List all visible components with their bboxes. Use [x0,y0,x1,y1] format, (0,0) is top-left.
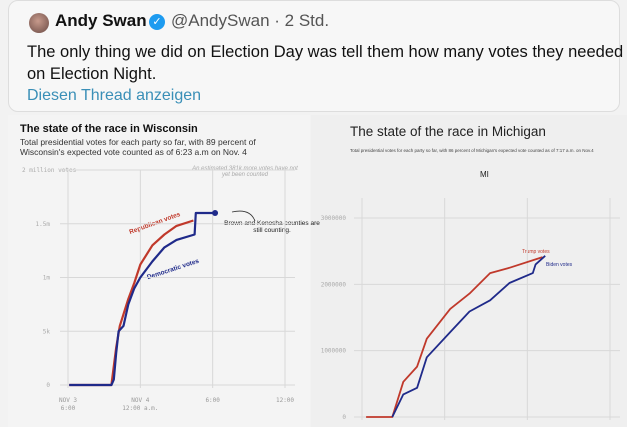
series-line-trump-votes [366,256,543,418]
y-tick-label: 1m [43,275,51,282]
michigan-subtitle: Total presidential votes for each party … [350,148,594,153]
wisconsin-subtitle: Total presidential votes for each party … [20,137,256,157]
trump-label: Trump votes [522,249,550,255]
y-tick-label: 3000000 [321,215,347,222]
y-tick-label: 1000000 [321,348,347,355]
democratic-endpoint-dot [212,210,219,216]
x-tick-label: 12:00 [276,397,294,404]
tweet-card: Andy Swan ✓ @AndySwan · 2 Std. The only … [8,0,623,112]
uncounted-annotation: An estimated 381k more votes have not ye… [192,166,298,178]
michigan-panel-label: MI [480,170,489,179]
author-name[interactable]: Andy Swan [55,11,147,30]
y-tick-label: 0 [46,382,50,389]
avatar[interactable] [29,13,49,33]
michigan-title: The state of the race in Michigan [350,124,546,139]
x-tick-label: 6:00 [205,397,220,404]
wisconsin-title: The state of the race in Wisconsin [20,123,198,135]
x-tick-label: 12:00 a.m. [122,405,158,412]
y-tick-label: 1.5m [36,221,51,228]
annotation-arrow [231,210,256,222]
x-tick-label: NOV 3 [59,397,77,404]
y-tick-label: 2000000 [321,281,347,288]
biden-label: Biden votes [546,262,573,268]
y-tick-label: 5k [43,328,51,335]
show-thread-link[interactable]: Diesen Thread anzeigen [27,87,202,104]
series-line-biden-votes [391,255,546,418]
verified-badge-icon: ✓ [149,14,165,30]
tweet-text: The only thing we did on Election Day wa… [27,43,624,83]
x-tick-label: NOV 4 [131,397,149,404]
y-tick-label: 0 [342,414,346,421]
x-tick-label: 6:00 [61,405,76,412]
wisconsin-ylabel: 2 million votes [22,167,77,174]
series-line-democratic-votes [69,211,216,387]
series-line-republican-votes [69,219,194,387]
michigan-chart-panel [311,115,627,427]
author-handle-time: @AndySwan · 2 Std. [171,11,330,30]
wisconsin-chart-panel [8,115,310,427]
